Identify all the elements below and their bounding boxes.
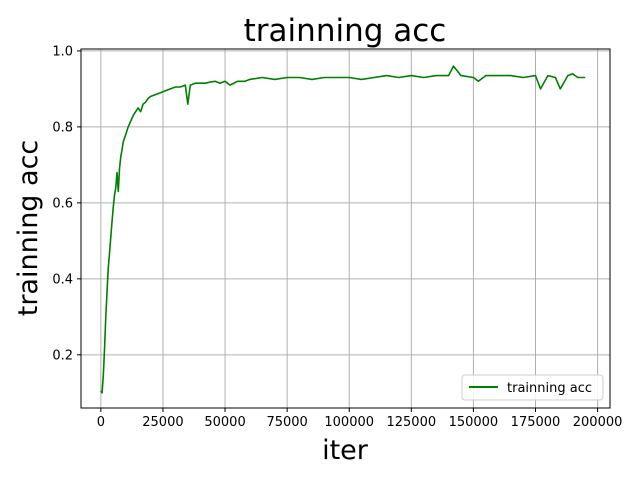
chart-title: trainning acc xyxy=(244,13,447,49)
x-axis-label: iter xyxy=(322,435,369,466)
y-tick-label: 1.0 xyxy=(52,44,73,59)
x-tick-label: 100000 xyxy=(324,415,374,430)
legend-label: trainning acc xyxy=(507,381,592,396)
y-axis-ticks: 0.2 0.4 0.6 0.8 1.0 xyxy=(52,44,81,363)
x-axis-ticks: 0 25000 50000 75000 100000 125000 150000 175000… xyxy=(97,408,623,430)
y-tick-label: 0.8 xyxy=(52,120,73,135)
series-layer xyxy=(100,65,586,394)
x-tick-label: 25000 xyxy=(142,415,183,430)
y-tick-label: 0.4 xyxy=(52,272,73,287)
x-tick-label: 125000 xyxy=(386,415,436,430)
y-tick-label: 0.6 xyxy=(52,196,73,211)
y-axis-label: trainning acc xyxy=(13,140,44,317)
x-tick-label: 175000 xyxy=(511,415,561,430)
legend-box xyxy=(461,374,604,401)
x-tick-label: 50000 xyxy=(204,415,245,430)
x-tick-label: 0 xyxy=(97,415,105,430)
y-tick-label: 0.2 xyxy=(52,348,73,363)
x-tick-label: 75000 xyxy=(266,415,307,430)
legend: trainning acc xyxy=(461,374,604,401)
x-tick-label: 200000 xyxy=(573,415,623,430)
grid xyxy=(81,49,610,408)
plot-frame xyxy=(80,48,611,409)
series-line-trainning-acc xyxy=(100,65,586,394)
x-tick-label: 150000 xyxy=(449,415,499,430)
